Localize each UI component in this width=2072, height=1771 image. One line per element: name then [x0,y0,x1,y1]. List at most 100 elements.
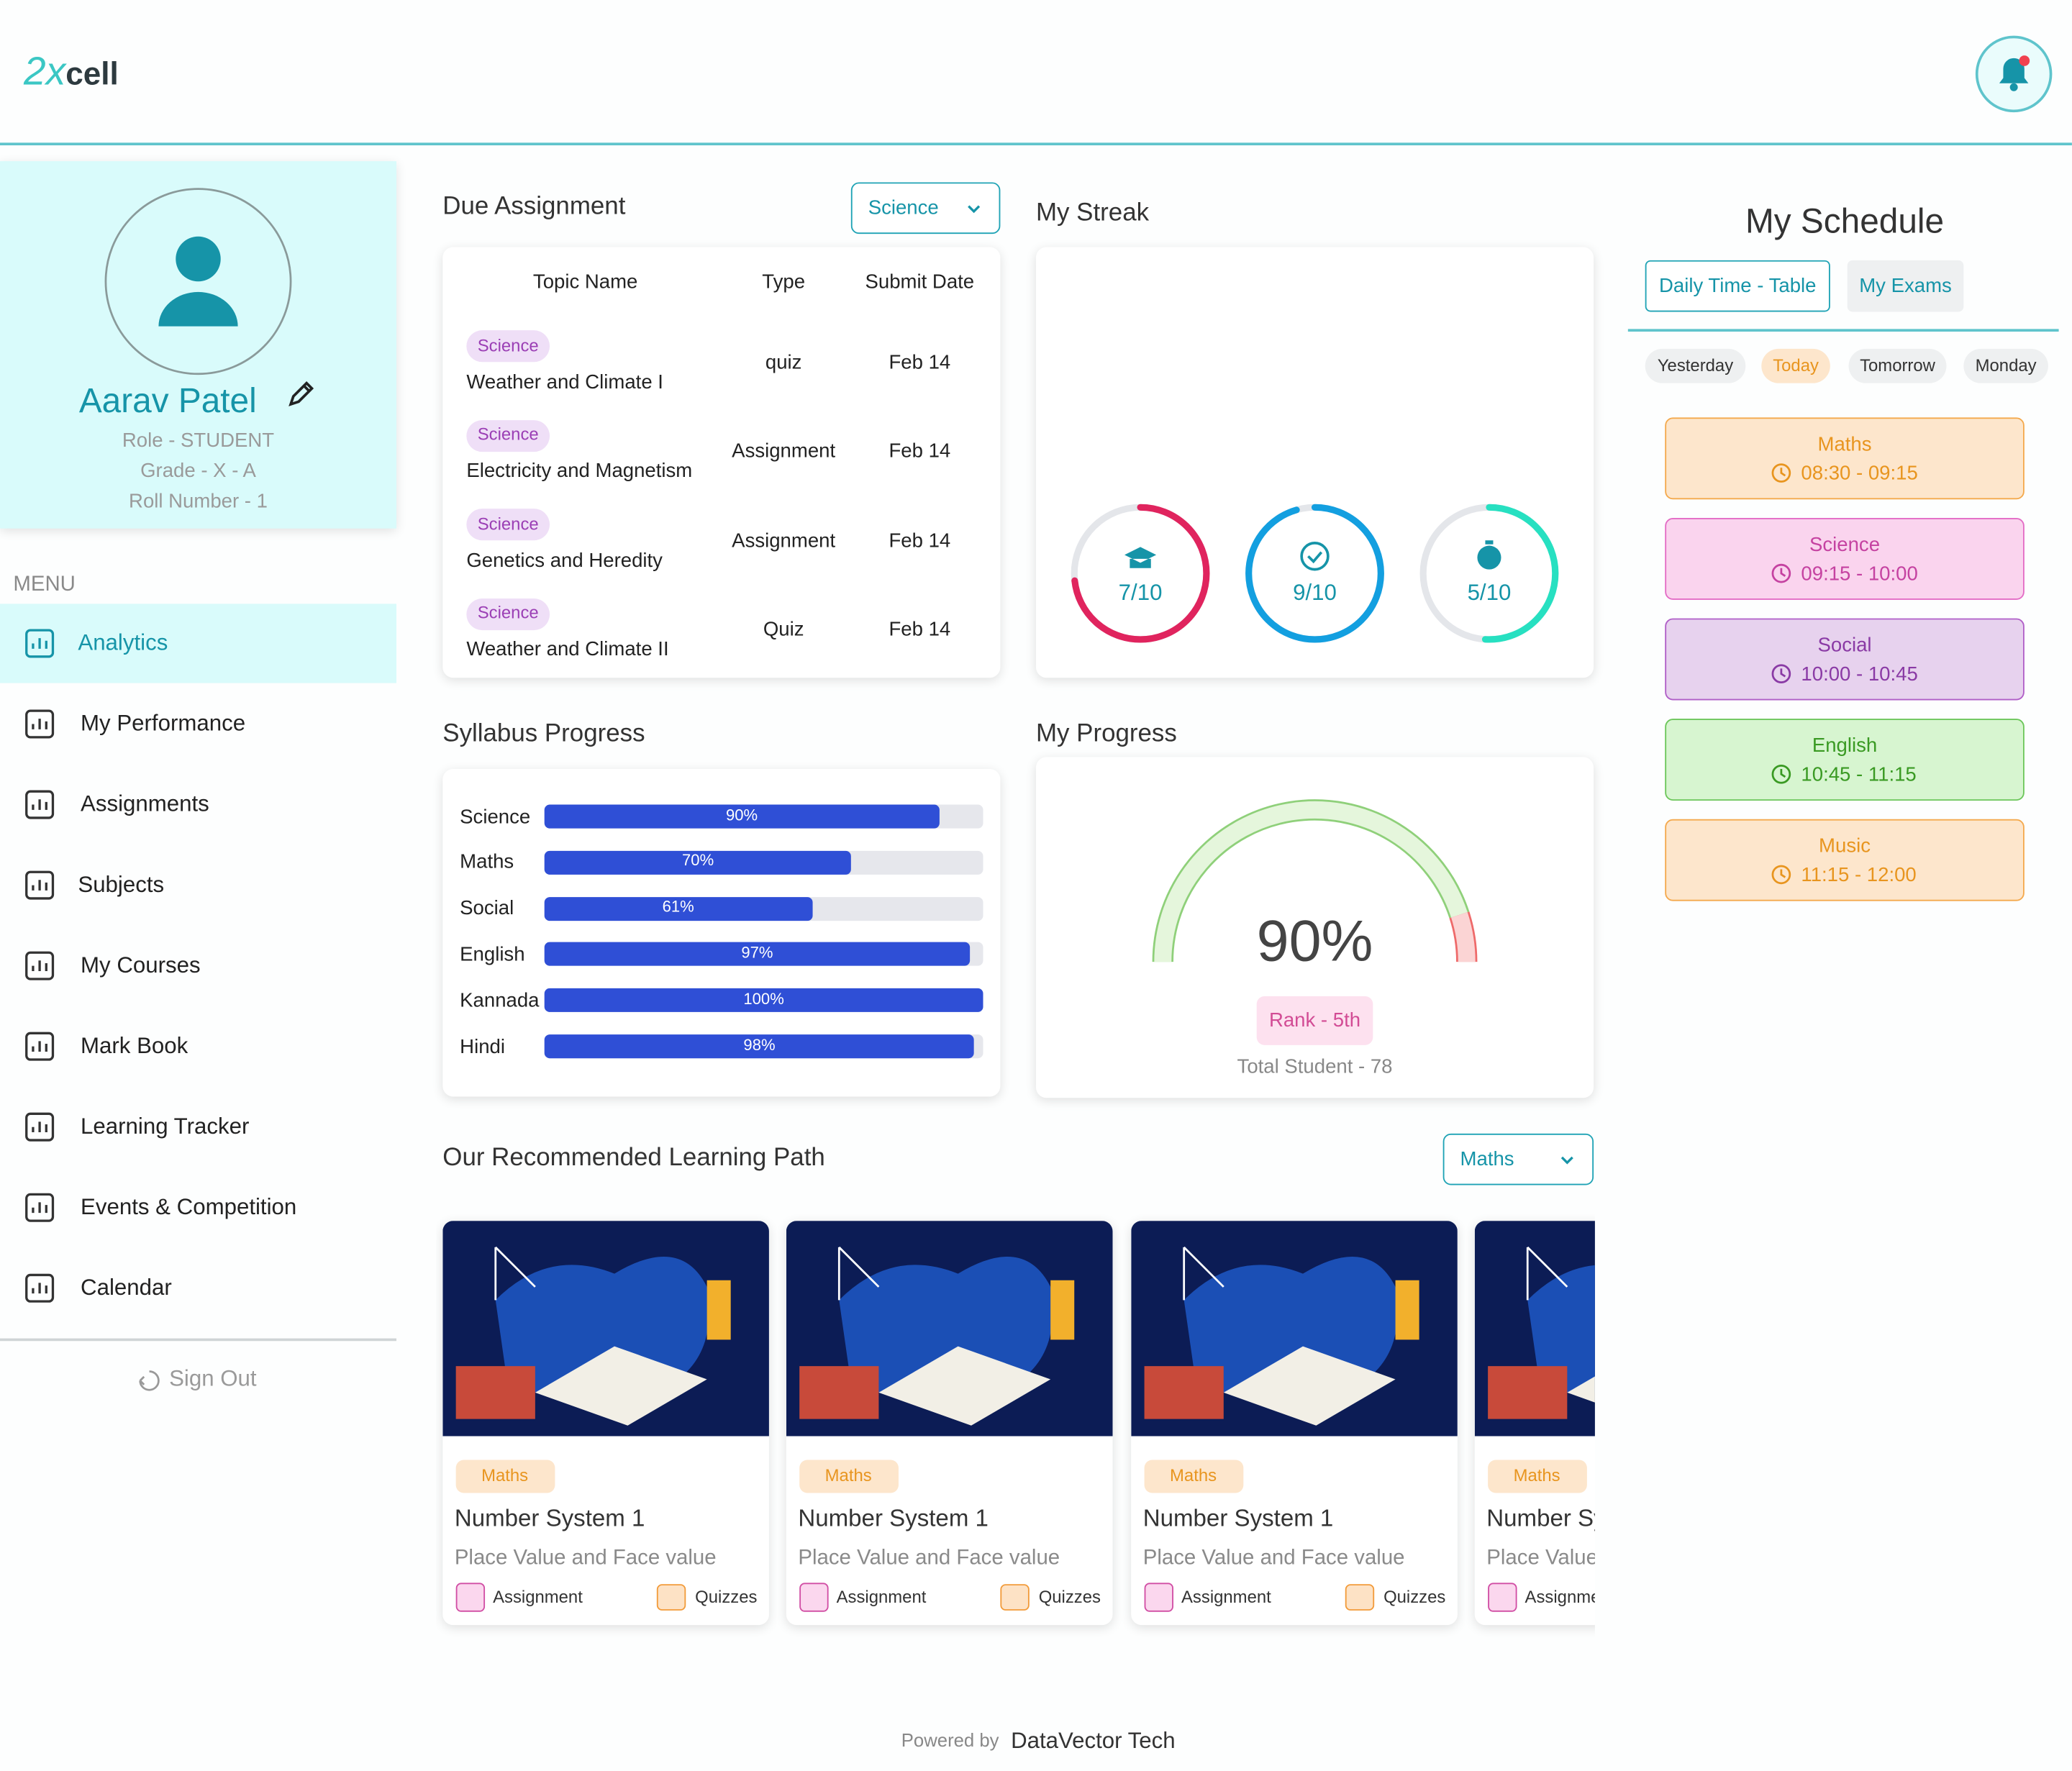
topic-name: Genetics and Heredity [466,549,663,572]
slot-subject: Music [1819,834,1871,857]
sign-out-icon [139,1370,160,1391]
image-books [799,1366,879,1419]
submit-date: Feb 14 [889,618,951,641]
menu-item[interactable] [0,1007,396,1086]
icon-frame [25,1273,55,1303]
gauge-remainder [1450,912,1476,962]
timer-icon [1477,545,1501,570]
menu-item[interactable] [0,845,396,924]
day-pill[interactable] [1848,348,1947,383]
streak-score: 7/10 [1118,580,1163,606]
menu-item[interactable] [0,1249,396,1328]
icon-frame [25,629,55,658]
menu-item-label: Subjects [78,872,165,898]
clock-icon [1771,865,1791,885]
streak-score: 5/10 [1467,580,1512,606]
assignment-type: quiz [765,350,802,373]
avatar [104,188,292,375]
tab[interactable] [1645,260,1830,312]
slot-subject: Maths [1817,432,1872,455]
streak-card [1035,247,1594,678]
menu-icon [25,629,55,658]
menu-item-label: My Performance [81,711,246,737]
topic-name: Weather and Climate I [466,370,663,393]
slot-subject: Science [1809,533,1881,556]
tag-label: Maths [824,1465,872,1485]
icon-glyph [1780,568,1786,577]
streak-ring [1245,504,1384,643]
icon-glyph [1560,1155,1573,1164]
image-pencils [1050,1280,1075,1340]
icon-frame [25,790,55,819]
assignment-icon [455,1583,486,1612]
menu-item-label: Learning Tracker [81,1114,250,1139]
subject-name: Hindi [460,1035,505,1058]
icon-frame [25,1112,55,1142]
subject-name: Maths [460,851,514,874]
assignment-icon [799,1583,829,1612]
subject-name: Science [460,805,531,828]
icon-glyph [32,1121,47,1133]
schedule-slot [1665,819,2025,901]
assignment-type: Assignment [732,440,836,463]
check-icon [1300,542,1330,571]
icon-glyph [1780,869,1786,878]
learning-card[interactable]: Maths Number System 1 Place Value and Face… [1474,1221,1595,1626]
quiz-icon [656,1584,686,1611]
icon-glyph [32,960,47,971]
streak-ring [1071,504,1210,643]
edit-icon[interactable] [286,378,317,409]
profile-name: Aarav Patel [78,380,257,420]
learning-card[interactable]: Maths Number System 1 Place Value and Face… [442,1221,769,1626]
sign-out[interactable]: Sign Out [169,1366,257,1392]
icon-frame [25,1032,55,1061]
card-strip: Maths Number System 1 Place Value and Face… [436,1213,1595,1642]
learning-card[interactable]: Maths Number System 1 Place Value and Face… [1131,1221,1458,1626]
day-pill[interactable] [1761,348,1830,383]
image-lines [494,1246,536,1301]
image-lines [837,1246,880,1301]
section-title: Our Recommended Learning Path [442,1144,825,1172]
subject-name: Kannada [460,989,540,1012]
logo-mark: 2x [24,50,66,94]
menu-item-label: Events & Competition [81,1194,297,1220]
tab-label: Daily Time - Table [1659,274,1817,297]
assignment-icon [1488,1583,1517,1612]
notification-bell[interactable] [1974,35,2053,114]
section-title: My Streak [1035,199,1150,227]
tab[interactable] [1847,260,1964,312]
image-lines [1183,1246,1224,1301]
menu-icon [25,1193,55,1222]
image-pencils [706,1280,731,1340]
section-title: Syllabus Progress [442,719,645,747]
assignment-label: Assignment [1181,1586,1271,1607]
image-book [878,1346,1051,1426]
icon-glyph [968,204,981,213]
check-icon [1307,551,1323,564]
subject-chip [466,330,550,363]
image-blob [1527,1265,1595,1393]
slot-subject: English [1812,734,1878,757]
icon-glyph [1780,668,1786,678]
learning-card[interactable]: Maths Number System 1 Place Value and Face… [786,1221,1113,1626]
tag-chip [799,1460,899,1493]
day-pill[interactable] [1645,348,1746,383]
card-subtitle: Place Value and Face value [1486,1547,1595,1570]
schedule-slot [1665,719,2025,801]
logo[interactable]: 2xcell [24,50,119,95]
day-pill[interactable] [1963,348,2048,383]
day-label: Monday [1975,355,2037,375]
icon-glyph [1771,664,1791,684]
topic-name: Weather and Climate II [466,638,669,661]
schedule-slot [1665,517,2025,600]
image-books [1488,1366,1568,1419]
card-image [786,1221,1113,1437]
submit-date: Feb 14 [889,440,951,463]
card-title: Number System 1 [454,1505,645,1532]
menu-item[interactable] [0,604,397,683]
card-image [1131,1221,1458,1437]
slot-subject: Social [1817,633,1872,656]
tag-label: Maths [1170,1465,1217,1485]
image-lines [1526,1246,1568,1301]
